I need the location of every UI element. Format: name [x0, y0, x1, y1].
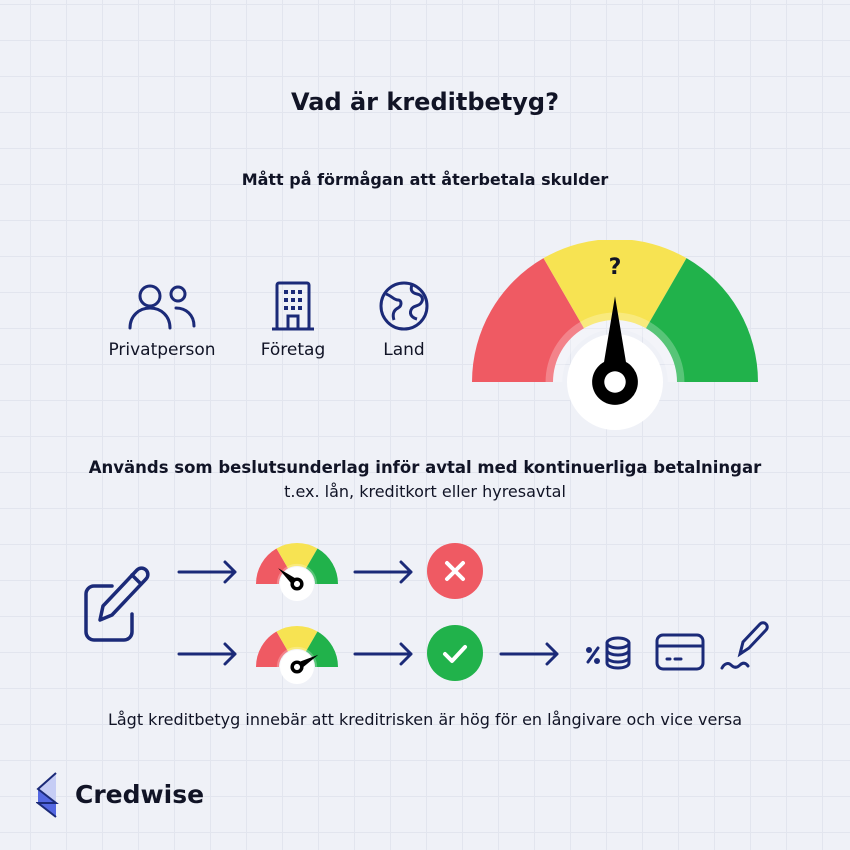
gauge-segment-yellow — [276, 626, 318, 652]
percent-coins-icon — [586, 636, 631, 670]
gauge-segment-red — [472, 258, 584, 382]
entity-label: Företag — [260, 340, 326, 360]
entity-country: Land — [354, 280, 454, 360]
gauge-needle-hole — [293, 663, 301, 671]
gauge-needle-hole — [293, 580, 301, 588]
edit-document-icon — [84, 566, 150, 642]
page-title: Vad är kreditbetyg? — [290, 88, 559, 116]
question-mark: ? — [608, 255, 622, 280]
approved-badge — [427, 625, 483, 681]
arrow-icon — [499, 642, 559, 666]
people-icon — [128, 284, 196, 330]
entity-label: Land — [383, 340, 425, 360]
brand-name: Credwise — [75, 780, 205, 809]
low-score-gauge — [256, 543, 338, 601]
globe-icon — [379, 281, 429, 331]
signature-icon — [720, 621, 769, 670]
arrow-icon — [353, 560, 413, 584]
usage-examples: t.ex. lån, kreditkort eller hyresavtal — [284, 482, 566, 501]
gauge-inner-ring — [641, 321, 685, 382]
conclusion-text: Lågt kreditbetyg innebär att kreditriske… — [107, 710, 743, 729]
check-icon — [443, 645, 467, 663]
building-icon — [272, 281, 314, 331]
arrow-icon — [177, 642, 237, 666]
gauge-segment-green — [646, 258, 758, 382]
gauge-needle-hole — [604, 371, 626, 393]
credit-gauge — [472, 240, 758, 430]
credit-card-icon — [655, 633, 705, 671]
entity-private-person: Privatperson — [92, 280, 232, 360]
entity-company: Företag — [238, 280, 348, 360]
usage-heading: Används som beslutsunderlag inför avtal … — [88, 458, 762, 477]
entity-label: Privatperson — [108, 340, 216, 360]
gauge-segment-green — [306, 548, 338, 584]
decision-flow — [84, 543, 769, 684]
gauge-segment-yellow — [543, 240, 687, 329]
credwise-logo — [36, 772, 59, 818]
gauge-segment-red — [256, 548, 288, 584]
gauge-inner-ring — [545, 321, 589, 382]
gauge-segment-yellow — [276, 543, 318, 569]
arrow-icon — [353, 642, 413, 666]
rejected-badge — [427, 543, 483, 599]
gauge-segment-red — [256, 631, 288, 667]
high-score-gauge — [256, 626, 338, 684]
arrow-icon — [177, 560, 237, 584]
subtitle: Mått på förmågan att återbetala skulder — [241, 170, 609, 189]
x-icon — [445, 561, 465, 581]
